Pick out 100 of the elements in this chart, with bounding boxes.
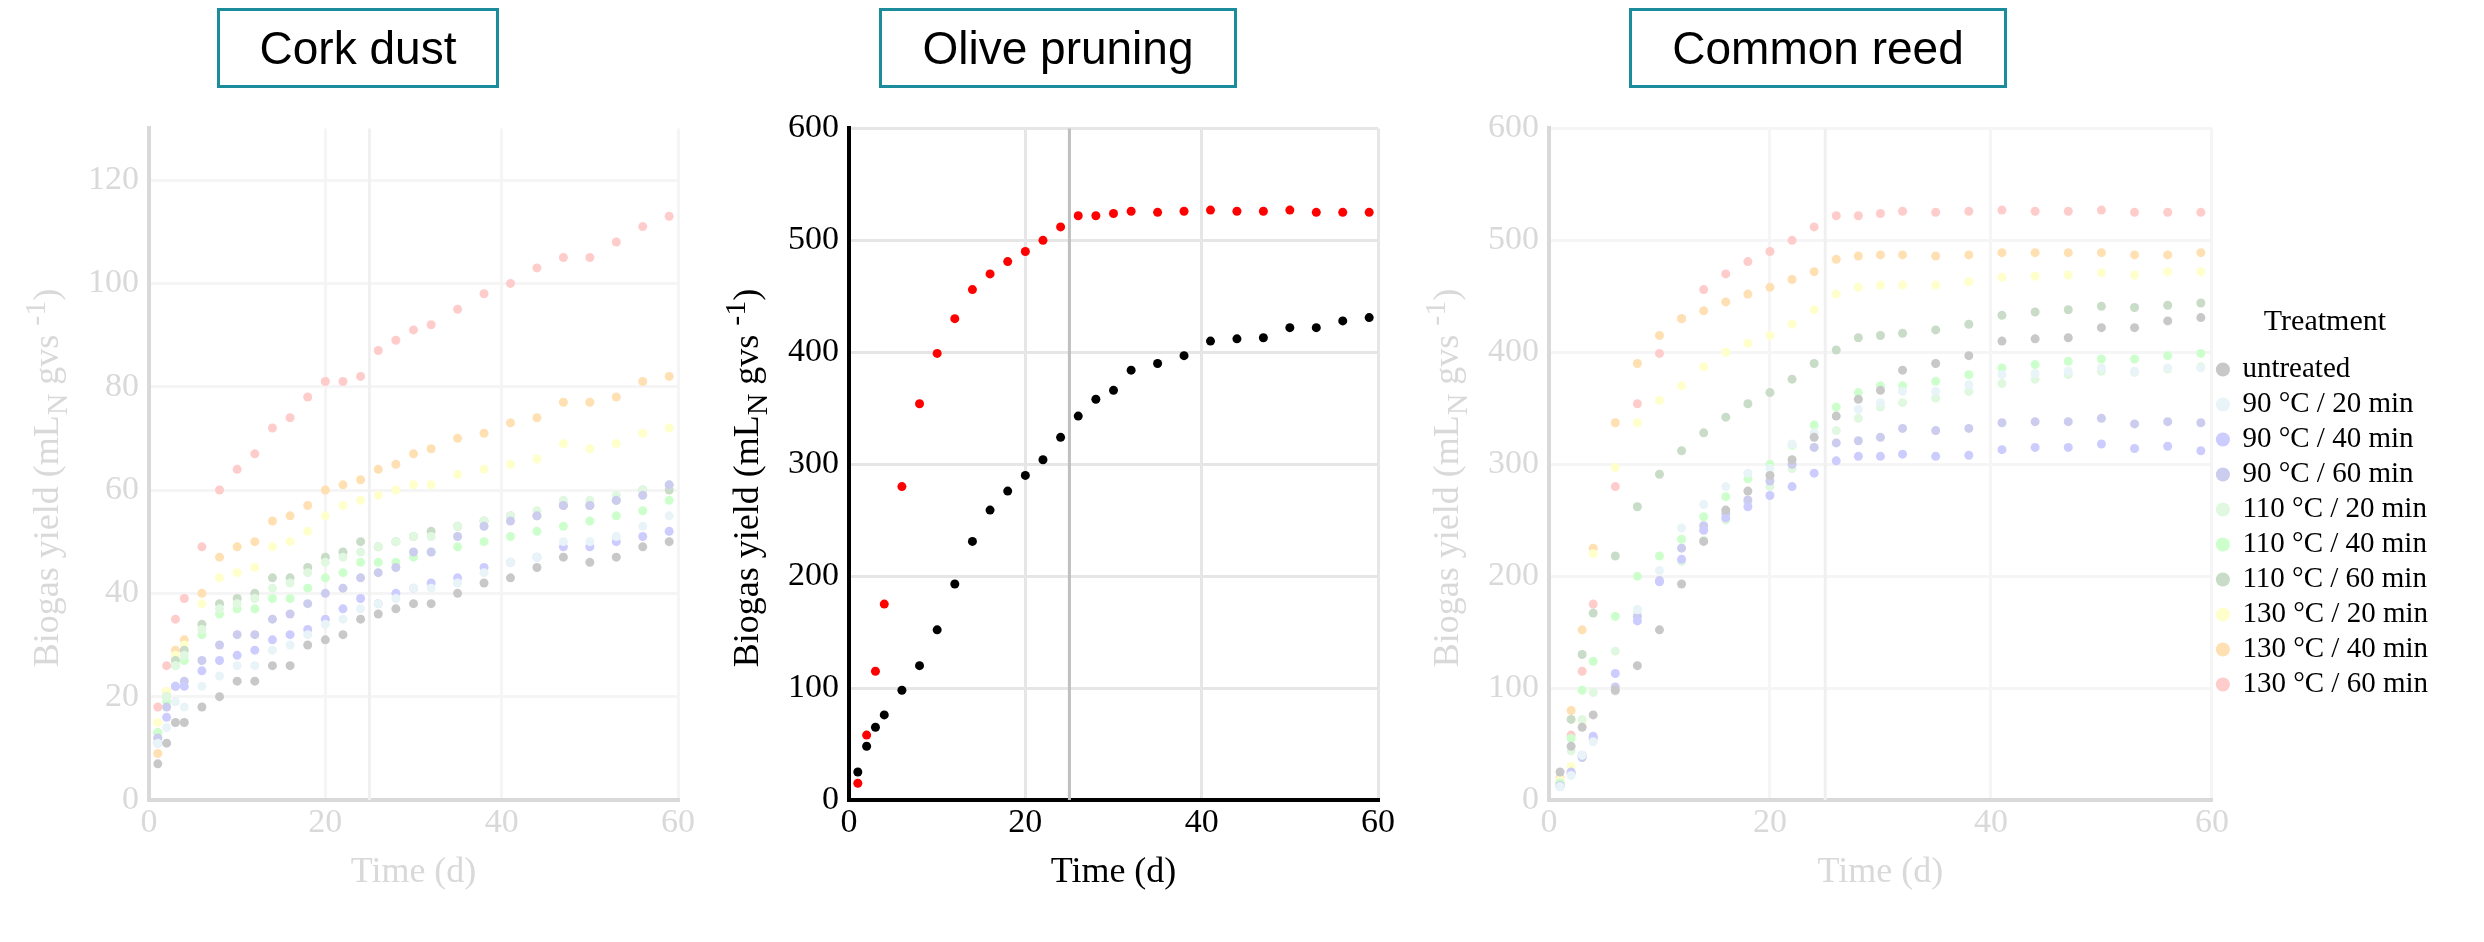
point <box>2096 413 2106 423</box>
point <box>1338 316 1348 326</box>
point <box>2063 270 2073 280</box>
point <box>303 599 313 609</box>
point <box>356 557 366 567</box>
point <box>1654 625 1664 635</box>
point <box>1898 423 1908 433</box>
point <box>320 557 330 567</box>
y-tick-label: 400 <box>788 331 839 369</box>
point <box>267 516 277 526</box>
point <box>585 444 595 454</box>
legend-label: 90 °C / 20 min <box>2242 386 2414 419</box>
point <box>1654 395 1664 405</box>
point <box>585 557 595 567</box>
point <box>179 681 189 691</box>
point <box>1699 512 1709 522</box>
point <box>373 464 383 474</box>
point <box>853 778 863 788</box>
point <box>1809 222 1819 232</box>
point <box>1765 247 1775 257</box>
point <box>638 506 648 516</box>
point <box>356 604 366 614</box>
y-tick-label: 300 <box>788 443 839 481</box>
point <box>453 532 463 542</box>
point <box>1205 336 1215 346</box>
point <box>2030 369 2040 379</box>
point <box>558 439 568 449</box>
point <box>532 263 542 273</box>
legend-title: Treatment <box>2263 302 2387 336</box>
point <box>1311 323 1321 333</box>
point <box>985 269 995 279</box>
point <box>558 521 568 531</box>
point <box>1931 358 1941 368</box>
point <box>1577 685 1587 695</box>
point <box>1931 325 1941 335</box>
point <box>505 459 515 469</box>
point <box>250 604 260 614</box>
point <box>532 526 542 536</box>
point <box>285 609 295 619</box>
point <box>505 418 515 428</box>
point <box>1555 767 1565 777</box>
point <box>638 377 648 387</box>
point <box>2163 351 2173 361</box>
point <box>409 480 418 490</box>
point <box>638 521 648 531</box>
point <box>1721 297 1731 307</box>
point <box>1787 374 1797 384</box>
point <box>897 482 907 492</box>
point <box>1699 525 1709 535</box>
point <box>391 335 401 345</box>
point <box>1610 646 1620 656</box>
point <box>320 588 330 598</box>
point <box>2030 271 2040 281</box>
point <box>1831 438 1841 448</box>
point <box>391 604 401 614</box>
point <box>879 599 889 609</box>
point <box>1721 492 1731 502</box>
point <box>179 594 189 604</box>
point <box>153 759 163 769</box>
point <box>1809 420 1819 430</box>
point <box>1743 289 1753 299</box>
point <box>1964 380 1974 390</box>
point <box>1931 426 1941 436</box>
point <box>1875 330 1885 340</box>
point <box>2063 305 2073 315</box>
point <box>162 712 172 722</box>
point <box>950 579 960 589</box>
chart-title: Common reed <box>1629 8 2007 88</box>
point <box>1997 370 2007 380</box>
point <box>153 702 163 712</box>
point <box>479 568 489 578</box>
point <box>1588 599 1598 609</box>
point <box>215 692 225 702</box>
point <box>215 573 225 583</box>
point <box>505 573 515 583</box>
point <box>1997 272 2007 282</box>
point <box>1588 608 1598 618</box>
y-tick-label: 0 <box>822 778 839 816</box>
point <box>1875 208 1885 218</box>
point <box>2063 442 2073 452</box>
point <box>532 454 542 464</box>
point <box>2096 205 2106 215</box>
point <box>320 573 330 583</box>
point <box>409 599 418 609</box>
point <box>1699 306 1709 316</box>
point <box>453 542 463 552</box>
point <box>1875 280 1885 290</box>
point <box>1020 247 1030 257</box>
legend-label: untreated <box>2242 351 2351 384</box>
point <box>853 767 863 777</box>
point <box>2130 419 2140 429</box>
point <box>967 536 977 546</box>
point <box>1831 402 1841 412</box>
point <box>1853 251 1863 261</box>
point <box>356 547 366 557</box>
point <box>2163 441 2173 451</box>
point <box>453 304 463 314</box>
point <box>1654 330 1664 340</box>
point <box>1632 418 1642 428</box>
x-tick-label: 60 <box>1361 802 1395 840</box>
